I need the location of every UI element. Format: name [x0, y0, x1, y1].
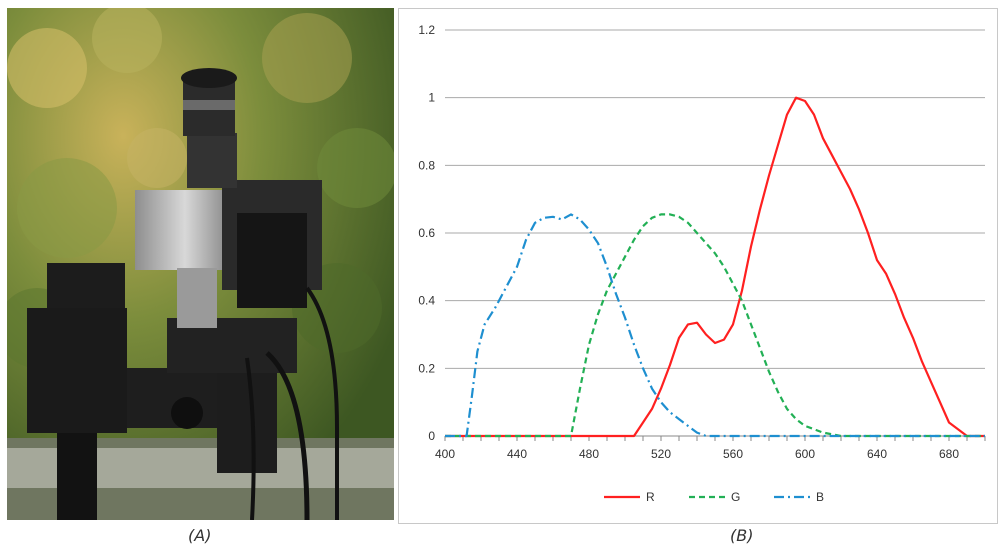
x-tick-label: 560	[723, 447, 743, 461]
legend-label-r: R	[646, 490, 655, 504]
y-tick-label: 0.6	[418, 226, 435, 240]
y-tick-label: 1.2	[418, 23, 435, 37]
legend-label-g: G	[731, 490, 740, 504]
camera-photo	[7, 8, 394, 520]
series-line-g	[445, 214, 985, 436]
chart-series	[445, 98, 985, 436]
y-tick-label: 1	[428, 91, 435, 105]
panel-a-caption: (A)	[188, 526, 211, 545]
legend-label-b: B	[816, 490, 824, 504]
y-tick-label: 0.2	[418, 361, 435, 375]
x-tick-label: 640	[867, 447, 887, 461]
series-line-b	[445, 214, 985, 436]
y-tick-label: 0	[428, 429, 435, 443]
x-tick-label: 520	[651, 447, 671, 461]
chart-panel: 0 0.2 0.4 0.6 0.8 1 1.2 400 440 480 520 560 600 640 68…	[398, 8, 998, 524]
spectral-chart: 0 0.2 0.4 0.6 0.8 1 1.2 400 440 480 520 560 600 640 68…	[399, 9, 999, 525]
x-tick-label: 600	[795, 447, 815, 461]
x-tick-label: 400	[435, 447, 455, 461]
chart-tick-labels: 0 0.2 0.4 0.6 0.8 1 1.2 400 440 480 520 560 600 640 68…	[418, 23, 959, 461]
y-tick-label: 0.8	[418, 158, 435, 172]
x-tick-label: 680	[939, 447, 959, 461]
x-tick-label: 480	[579, 447, 599, 461]
series-line-r	[445, 98, 985, 436]
panel-b-caption: (B)	[730, 526, 753, 545]
x-tick-label: 440	[507, 447, 527, 461]
y-tick-label: 0.4	[418, 294, 435, 308]
